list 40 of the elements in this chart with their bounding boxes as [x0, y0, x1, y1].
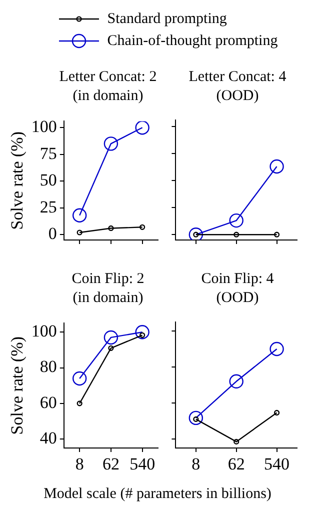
- y-axis-title: Solve rate (%): [8, 336, 27, 435]
- chart-title: Coin Flip: 2 (in domain): [70, 270, 146, 308]
- chart-title: Coin Flip: 4 (OOD): [200, 270, 275, 308]
- x-tick-label: 62: [102, 454, 120, 474]
- y-tick-label: 100: [31, 322, 57, 341]
- chart-title: Letter Concat: 2 (in domain): [58, 68, 158, 106]
- point: [108, 345, 114, 351]
- point: [188, 410, 204, 426]
- point: [104, 330, 118, 345]
- legend-label: Standard prompting: [107, 10, 227, 28]
- x-tick-label: 8: [192, 454, 200, 474]
- point: [108, 225, 114, 232]
- y-tick-label: 40: [40, 428, 57, 448]
- point: [140, 224, 146, 230]
- y-tick-label: 75: [40, 144, 57, 163]
- point: [76, 230, 82, 236]
- y-tick-label: 0: [48, 224, 57, 244]
- point: [72, 371, 87, 386]
- point: [135, 325, 150, 340]
- point: [135, 121, 150, 135]
- x-tick-label: 540: [130, 454, 156, 474]
- point: [274, 410, 280, 416]
- point: [104, 136, 118, 151]
- x-tick-label: 8: [75, 454, 84, 474]
- point: [76, 400, 82, 406]
- y-tick-label: 60: [40, 392, 57, 412]
- y-axis-title: Solve rate (%): [8, 132, 27, 230]
- y-tick-label: 80: [40, 357, 57, 376]
- x-tick-label: 62: [228, 454, 245, 474]
- point: [270, 342, 284, 356]
- point: [234, 438, 240, 444]
- y-tick-label: 50: [40, 170, 57, 190]
- x-axis-title: Model scale (# parameters in billions): [42, 486, 272, 503]
- chart-title: Letter Concat: 4 (OOD): [188, 68, 288, 106]
- x-tick-label: 540: [264, 454, 290, 474]
- y-tick-label: 100: [31, 117, 57, 136]
- legend-label: Chain-of-thought prompting: [107, 32, 278, 50]
- point: [229, 374, 244, 388]
- y-tick-label: 25: [40, 197, 57, 216]
- point: [72, 208, 87, 222]
